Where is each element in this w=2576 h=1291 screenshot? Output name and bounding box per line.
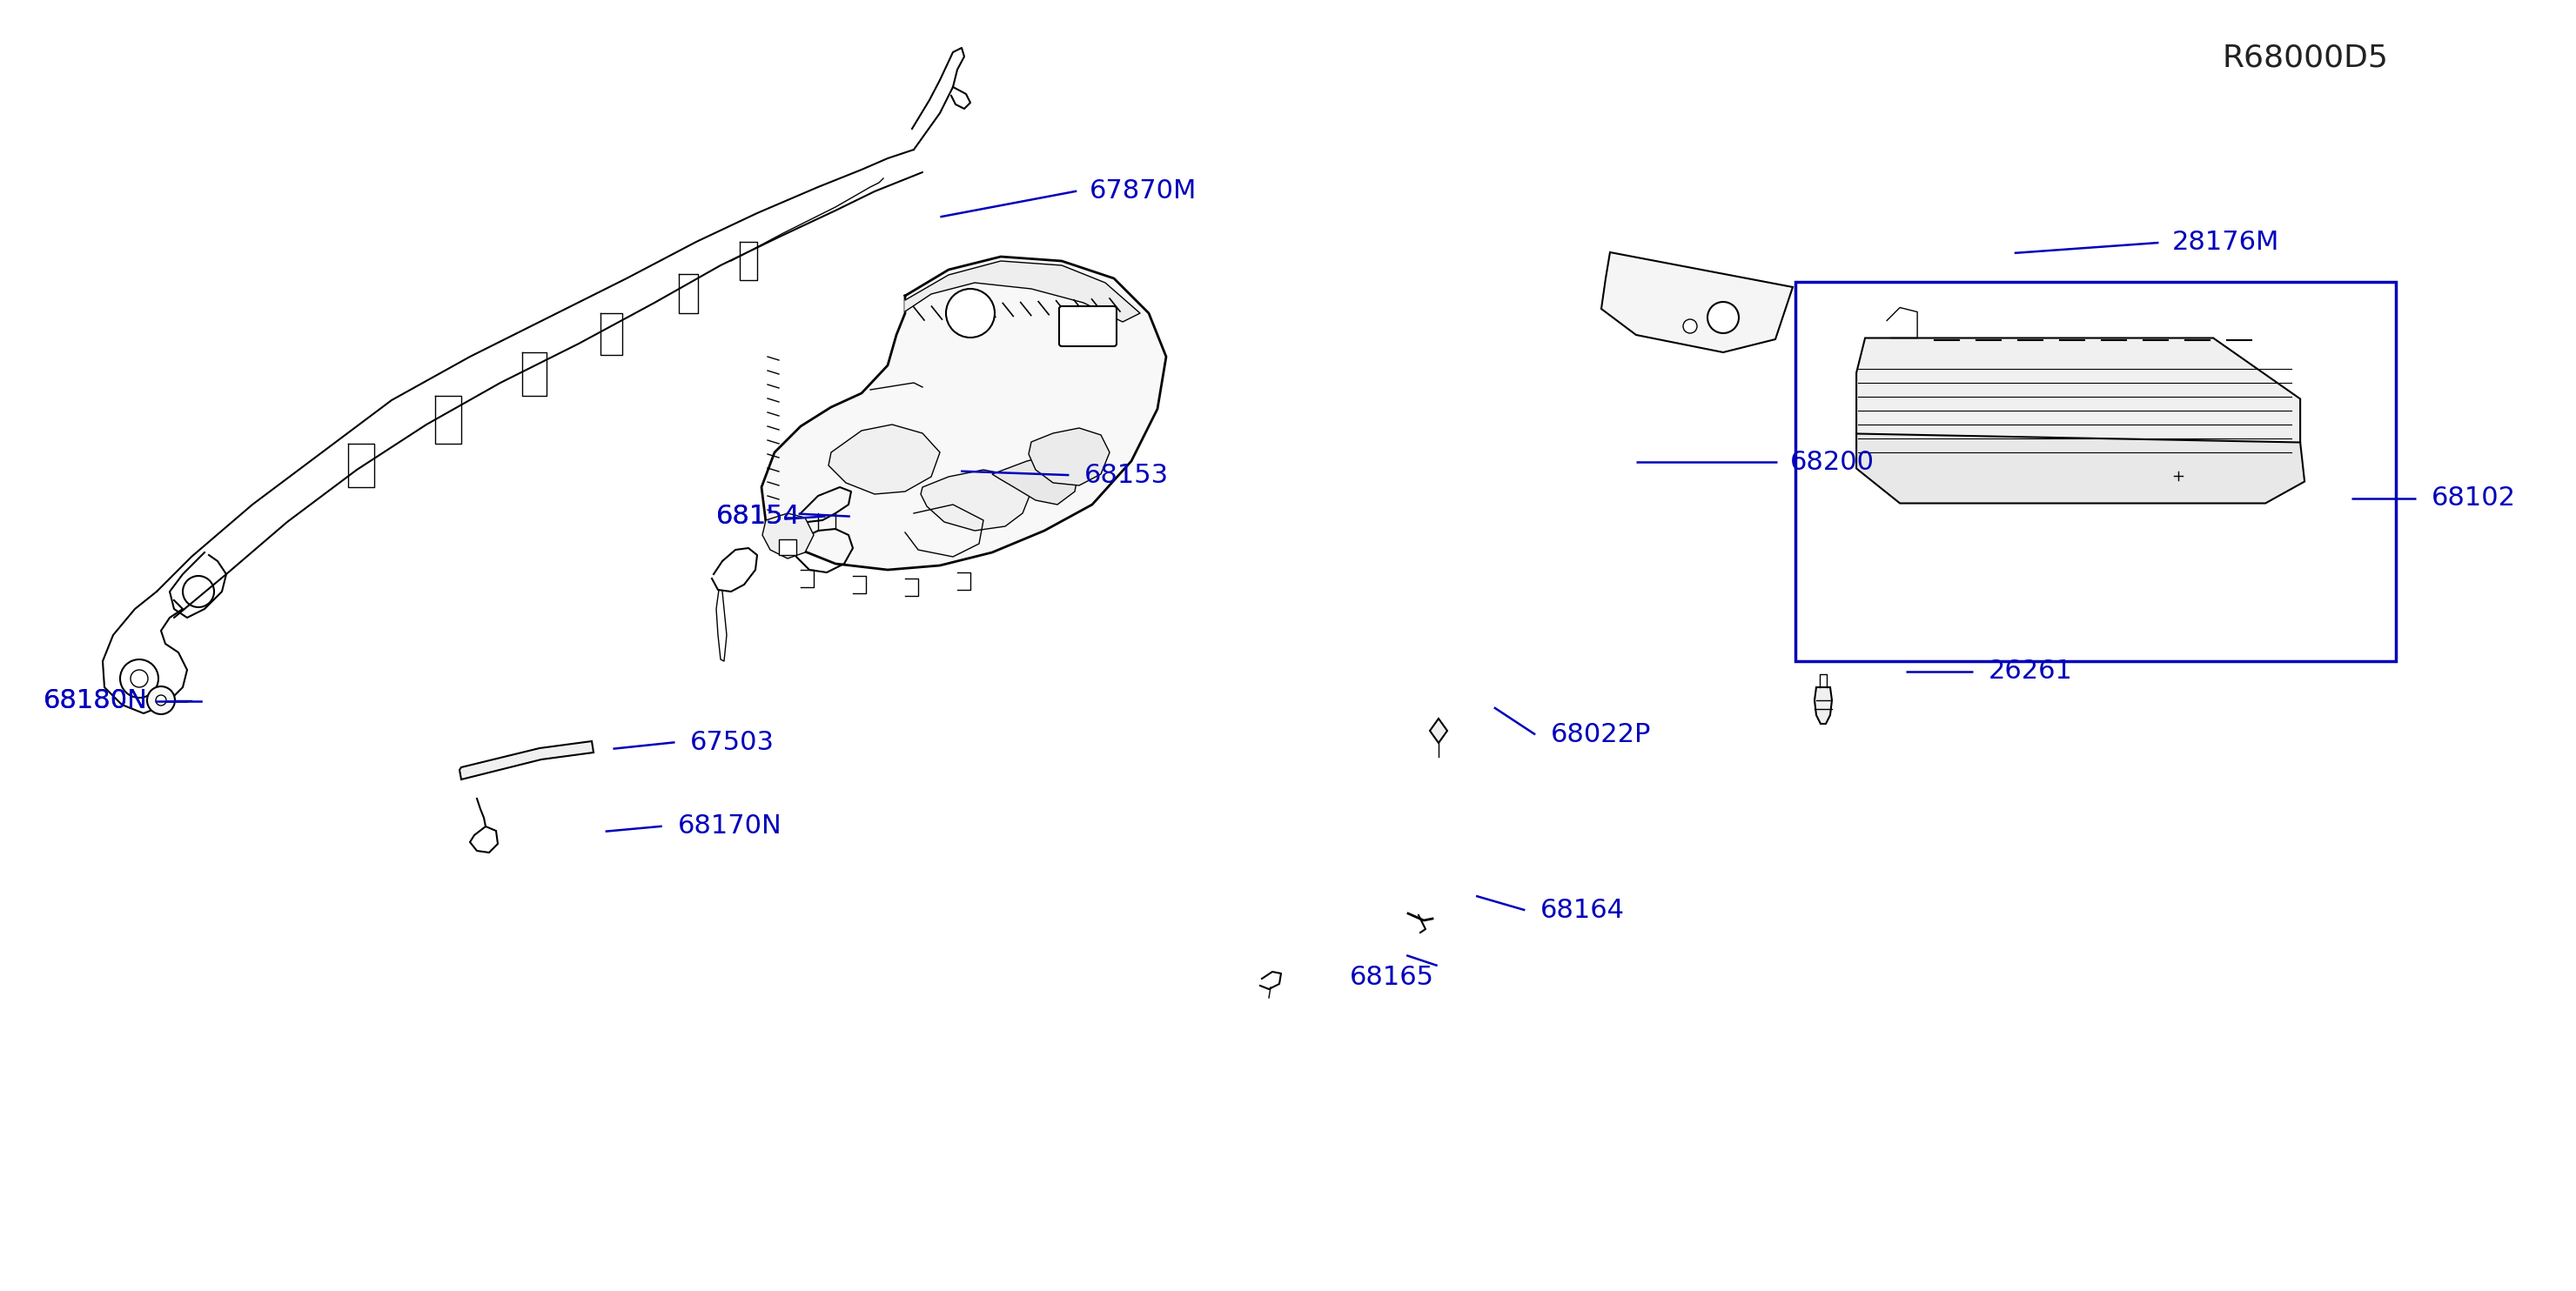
Text: 68200: 68200 — [1790, 449, 1875, 475]
Text: 68180N: 68180N — [44, 688, 147, 714]
Polygon shape — [1028, 429, 1110, 485]
Polygon shape — [762, 514, 814, 559]
Text: 68153: 68153 — [1084, 462, 1170, 488]
FancyBboxPatch shape — [778, 540, 796, 555]
Polygon shape — [1814, 687, 1832, 724]
Polygon shape — [762, 257, 1167, 569]
Polygon shape — [1602, 252, 1793, 352]
Text: 68180N: 68180N — [44, 688, 147, 714]
Text: 68165: 68165 — [1350, 964, 1435, 990]
Text: 68170N: 68170N — [677, 813, 781, 839]
Circle shape — [1682, 319, 1698, 333]
Text: 68164: 68164 — [1540, 897, 1625, 923]
Polygon shape — [1430, 719, 1448, 742]
Text: 67870M: 67870M — [1090, 178, 1198, 204]
Circle shape — [1708, 302, 1739, 333]
Polygon shape — [1857, 434, 2306, 503]
Text: 26261: 26261 — [1989, 658, 2074, 684]
Text: 68154: 68154 — [716, 503, 801, 529]
Polygon shape — [992, 452, 1079, 505]
Text: 67503: 67503 — [690, 729, 775, 755]
Polygon shape — [904, 261, 1141, 321]
Text: R68000D5: R68000D5 — [2223, 44, 2388, 72]
Polygon shape — [1857, 338, 2300, 465]
Polygon shape — [829, 425, 940, 494]
Circle shape — [147, 687, 175, 714]
Text: 68022P: 68022P — [1551, 722, 1651, 747]
Text: 68102: 68102 — [2432, 485, 2517, 511]
Circle shape — [945, 289, 994, 337]
Polygon shape — [920, 470, 1030, 531]
Text: 68154: 68154 — [716, 503, 801, 529]
Circle shape — [155, 695, 167, 705]
FancyBboxPatch shape — [1059, 306, 1115, 346]
Text: 28176M: 28176M — [2172, 230, 2280, 256]
Bar — [1795, 281, 2396, 661]
Polygon shape — [459, 741, 592, 780]
